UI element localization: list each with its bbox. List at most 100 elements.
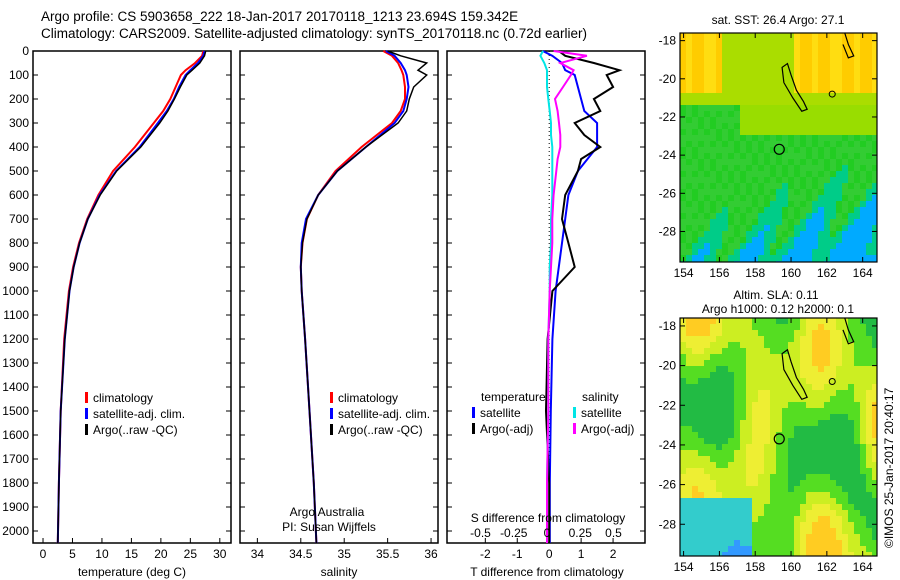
map-pixel	[698, 219, 704, 225]
map-pixel	[872, 492, 877, 498]
map-pixel	[740, 444, 746, 450]
map-pixel	[740, 189, 746, 195]
map-pixel	[842, 219, 848, 225]
map-pixel	[752, 414, 758, 420]
map-pixel	[776, 63, 782, 69]
map-pixel	[806, 528, 812, 534]
map-pixel	[842, 366, 848, 372]
map-pixel	[734, 249, 740, 255]
map-pixel	[722, 45, 728, 51]
map-pixel	[698, 105, 704, 111]
map-pixel	[800, 504, 806, 510]
map-pixel	[728, 456, 734, 462]
map-pixel	[686, 99, 692, 105]
map-pixel	[812, 213, 818, 219]
map-pixel	[692, 402, 698, 408]
map-pixel	[716, 213, 722, 219]
map-pixel	[812, 486, 818, 492]
map-pixel	[842, 342, 848, 348]
map-pixel	[686, 366, 692, 372]
map-pixel	[734, 189, 740, 195]
map-pixel	[704, 183, 710, 189]
map-pixel	[782, 183, 788, 189]
map-pixel	[782, 516, 788, 522]
legend-label: satellite-adj. clim.	[93, 407, 185, 421]
map-pixel	[728, 183, 734, 189]
map-pixel	[872, 81, 877, 87]
map-pixel	[788, 366, 794, 372]
map-pixel	[734, 183, 740, 189]
map-pixel	[794, 219, 800, 225]
map-pixel	[818, 93, 824, 99]
map-pixel	[710, 141, 716, 147]
map-pixel	[824, 93, 830, 99]
map-pixel	[698, 504, 704, 510]
map-pixel	[710, 135, 716, 141]
map-pixel	[764, 360, 770, 366]
map-pixel	[824, 378, 830, 384]
map-pixel	[806, 492, 812, 498]
map-pixel	[752, 99, 758, 105]
map-pixel	[740, 504, 746, 510]
map-pixel	[728, 129, 734, 135]
map-pixel	[722, 402, 728, 408]
map-pixel	[866, 141, 872, 147]
map-pixel	[728, 432, 734, 438]
map-pixel	[788, 342, 794, 348]
map-pixel	[860, 111, 866, 117]
map-pixel	[758, 390, 764, 396]
map-pixel	[692, 408, 698, 414]
map-pixel	[710, 57, 716, 63]
map-pixel	[746, 450, 752, 456]
map-pixel	[680, 99, 686, 105]
map-pixel	[734, 366, 740, 372]
map-pixel	[758, 366, 764, 372]
map-pixel	[860, 243, 866, 249]
map-pixel	[794, 342, 800, 348]
map-pixel	[716, 117, 722, 123]
map-pixel	[818, 402, 824, 408]
map-pixel	[680, 390, 686, 396]
map-pixel	[692, 219, 698, 225]
map-pixel	[722, 336, 728, 342]
map-pixel	[854, 63, 860, 69]
map-pixel	[800, 75, 806, 81]
map-pixel	[866, 348, 872, 354]
map-pixel	[830, 426, 836, 432]
map-pixel	[800, 444, 806, 450]
map-pixel	[698, 153, 704, 159]
map-pixel	[800, 153, 806, 159]
map-pixel	[806, 348, 812, 354]
map-pixel	[722, 456, 728, 462]
map-pixel	[752, 336, 758, 342]
map-pixel	[836, 402, 842, 408]
map-pixel	[824, 450, 830, 456]
map-pixel	[680, 231, 686, 237]
map-pixel	[866, 522, 872, 528]
map-pixel	[764, 255, 770, 261]
difference-panel: -2 -1 0 1 2T difference from climatology-0.5…	[446, 50, 646, 579]
map-pixel	[830, 390, 836, 396]
map-pixel	[860, 87, 866, 93]
map-pixel	[770, 378, 776, 384]
map-pixel	[734, 129, 740, 135]
map-pixel	[710, 225, 716, 231]
map-pixel	[776, 75, 782, 81]
map-pixel	[830, 456, 836, 462]
map-pixel	[854, 105, 860, 111]
map-pixel	[752, 390, 758, 396]
y-tick-label: 700	[9, 212, 29, 226]
map-pixel	[866, 255, 872, 261]
map-pixel	[818, 75, 824, 81]
map-pixel	[722, 57, 728, 63]
map-pixel	[680, 153, 686, 159]
map-pixel	[824, 348, 830, 354]
map-pixel	[698, 498, 704, 504]
map-pixel	[746, 510, 752, 516]
map-pixel	[842, 165, 848, 171]
map-pixel	[848, 522, 854, 528]
map-pixel	[824, 243, 830, 249]
map-pixel	[824, 189, 830, 195]
map-pixel	[860, 510, 866, 516]
map-pixel	[692, 360, 698, 366]
